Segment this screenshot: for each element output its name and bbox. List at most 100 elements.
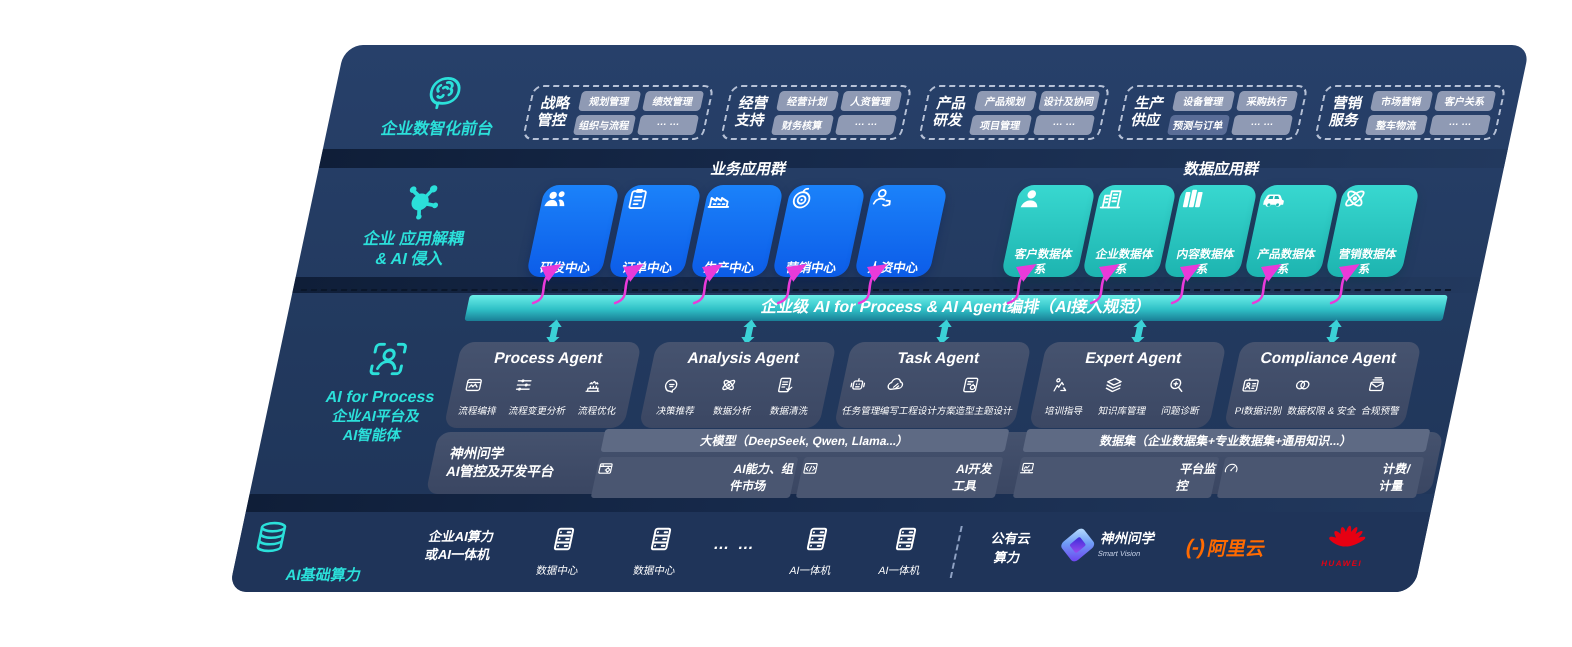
chip: … … (636, 114, 700, 135)
content-icon (1170, 185, 1258, 241)
data-box-content: 内容数据体系 (1162, 185, 1259, 277)
front-layer-rail: 企业数智化前台 (340, 71, 545, 140)
team-icon (530, 185, 620, 254)
front-group-operation: 经营支持 经营计划 人资管理 财务核算 … … (719, 85, 913, 140)
agent-card-task: Task Agent 任务管理 编写工程设计方案 造型主题设计 (833, 342, 1032, 428)
app-box-production-center: 生产中心 (689, 185, 785, 277)
factory-icon (694, 185, 784, 254)
clipboard-icon (612, 185, 702, 254)
business-apps-row: 研发中心 订单中心 生产中心 营销中心 人资中心 (525, 185, 949, 277)
user-icon (1008, 185, 1096, 241)
devtools-icon (796, 460, 949, 494)
ai-devtools-chip: AI开发工具 (795, 456, 1004, 498)
huawei-flower-icon (1307, 520, 1386, 561)
agent-capability: 数据权限 & 安全 (1286, 375, 1364, 417)
car-icon (1251, 185, 1339, 241)
cloud-edit-icon (882, 375, 963, 400)
dev-platform-card: 神州问学 AI管控及开发平台 大模型（DeepSeek, Qwen, Llama… (425, 428, 1444, 498)
double-arrow-icon (543, 319, 566, 345)
model-group: 大模型（DeepSeek, Qwen, Llama...） AI能力、组件市场 … (590, 428, 1009, 498)
front-group-marketing: 营销服务 市场营销 客户关系 整车物流 … … (1313, 85, 1507, 140)
data-box-marketing: 营销数据体系 (1324, 185, 1421, 277)
agent-capability: 编写工程设计方案 (878, 375, 963, 417)
vertical-divider (949, 526, 963, 578)
apps-layer-rail: 企业 应用解耦 & AI 侵入 (312, 177, 522, 270)
app-box-order-center: 订单中心 (607, 185, 703, 277)
double-arrow-icon (1323, 319, 1346, 345)
dataset-group: 数据集（企业数据集+专业数据集+通用知识...） 平台监控 计费/计量 (1012, 428, 1431, 498)
design-board-icon (958, 375, 1020, 400)
chip: 整车物流 (1364, 114, 1428, 135)
agent-capability: 任务管理 (841, 375, 888, 417)
chip: … … (1230, 114, 1294, 135)
data-box-enterprise: 企业数据体系 (1081, 185, 1178, 277)
agent-card-analysis: Analysis Agent 决策推荐 数据分析 数据清洗 (638, 342, 837, 428)
chip: 客户关系 (1433, 90, 1497, 111)
agent-capability: 知识库管理 (1097, 375, 1153, 417)
public-cloud-label: 公有云 算力 (989, 531, 1033, 565)
ai-appliance-node: AI一体机 (767, 524, 862, 578)
robot-icon (845, 375, 888, 400)
chip: 设计及协同 (1037, 90, 1101, 111)
data-analysis-icon (716, 375, 759, 400)
hr-icon (858, 185, 948, 254)
agent-card-compliance: Compliance Agent PI数据识别 数据权限 & 安全 合规预警 (1223, 342, 1422, 428)
molecule-icon (394, 177, 450, 223)
ai-appliance-node: AI一体机 (856, 524, 951, 578)
app-box-marketing-center: 营销中心 (771, 185, 867, 277)
double-arrow-icon (738, 319, 761, 345)
server-icon (860, 524, 951, 559)
atom-icon (1332, 185, 1420, 241)
agent-capability: 培训指导 (1044, 375, 1091, 417)
agent-capability: 决策推荐 (655, 375, 702, 417)
link-rings-icon (1290, 375, 1364, 400)
agent-capability: 流程编排 (457, 375, 504, 417)
enterprise-compute-label: 企业AI算力 或AI一体机 (423, 529, 496, 563)
platform-layer-rail: AI for Process 企业AI平台及 AI智能体 (275, 337, 488, 446)
model-band: 大模型（DeepSeek, Qwen, Llama...） (600, 428, 1009, 452)
building-icon (1089, 185, 1177, 241)
chip: 采购执行 (1235, 90, 1299, 111)
szwx-diamond-icon (1059, 526, 1097, 564)
agent-capability: PI数据识别 (1234, 375, 1290, 417)
chip: 经营计划 (776, 90, 839, 111)
agent-capability: 造型主题设计 (954, 375, 1020, 417)
chip: … … (834, 114, 898, 135)
front-group-strategy: 战略管控 规划管理 绩效管理 组织与流程 … … (521, 85, 715, 140)
id-card-icon (1237, 375, 1289, 400)
optimize-icon (580, 375, 623, 400)
huawei-logo: HUAWEI (1306, 520, 1386, 568)
person-scan-icon (362, 337, 415, 381)
server-icon (518, 524, 609, 559)
chip: 规划管理 (578, 90, 641, 111)
alicloud-logo: (-) 阿里云 (1183, 535, 1267, 561)
server-icon (615, 524, 706, 559)
database-icon (247, 518, 414, 561)
platform-layer-subtitle: 企业AI平台及 AI智能体 (330, 409, 422, 444)
compute-layer-band: AI基础算力 企业AI算力 或AI一体机 数据中心 数据中心 … … AI一体机… (228, 512, 1431, 592)
dev-platform-label: 神州问学 AI管控及开发平台 (444, 445, 556, 479)
monitor-icon (1013, 460, 1173, 494)
diagnose-icon (1164, 375, 1207, 400)
agent-cards-row: Process Agent 流程编排 流程变更分析 流程优化 Analysis … (443, 342, 1422, 428)
data-apps-row: 客户数据体系 企业数据体系 内容数据体系 产品数据体系 营销数据体系 (1000, 185, 1421, 277)
agent-card-expert: Expert Agent 培训指导 知识库管理 问题诊断 (1028, 342, 1227, 428)
data-box-customer: 客户数据体系 (1000, 185, 1097, 277)
datacenter-node: 数据中心 (611, 524, 706, 578)
gauge-icon (1218, 460, 1376, 494)
ellipsis-dots: … … (711, 536, 758, 553)
agent-capability: 数据分析 (712, 375, 759, 417)
datacenter-node: 数据中心 (514, 524, 609, 578)
alicloud-bracket-icon: (-) (1183, 535, 1207, 559)
platform-layer-title: AI for Process (324, 389, 437, 406)
compute-rail: AI基础算力 (242, 518, 414, 585)
sliders-icon (511, 375, 573, 400)
front-group-product: 产品研发 产品规划 设计及协同 项目管理 … … (917, 85, 1111, 140)
mentor-icon (1047, 375, 1090, 400)
ai-capability-market-chip: AI能力、组件市场 (590, 456, 799, 498)
chip: 绩效管理 (641, 90, 705, 111)
apps-layer-label: 企业 应用解耦 & AI 侵入 (361, 231, 466, 268)
chip: … … (1032, 114, 1096, 135)
doc-clean-icon (772, 375, 815, 400)
chip: 设备管理 (1172, 90, 1235, 111)
